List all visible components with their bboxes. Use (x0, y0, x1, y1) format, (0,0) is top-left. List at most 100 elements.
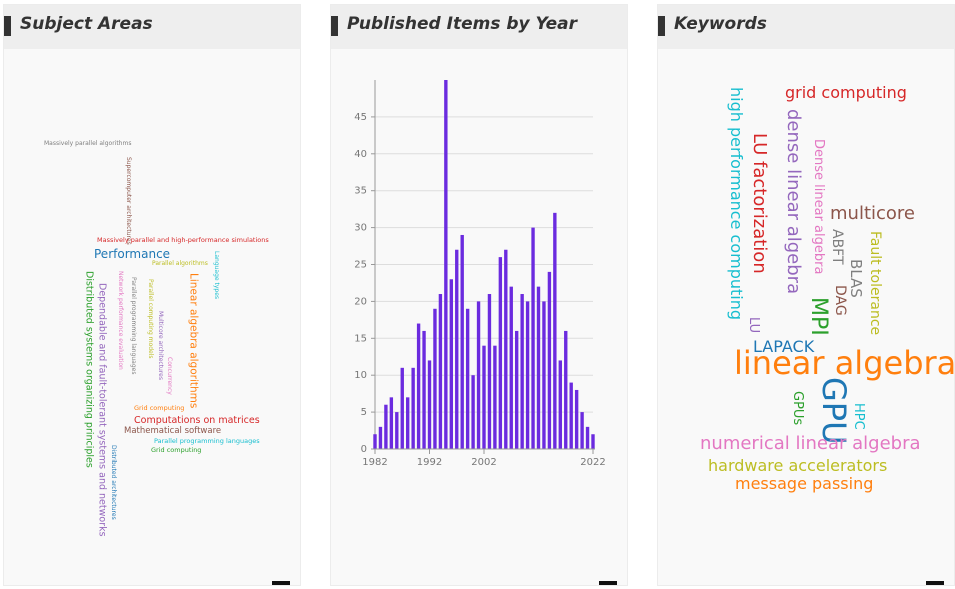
bar-1995[interactable] (444, 80, 448, 449)
cloud-word[interactable]: dense linear algebra (783, 109, 804, 295)
cloud-word[interactable]: Parallel algorithms (152, 260, 208, 267)
keywords-title: Keywords (674, 14, 767, 34)
cloud-word[interactable]: multicore (830, 203, 915, 224)
bar-2002[interactable] (482, 345, 486, 449)
bar-2009[interactable] (520, 294, 524, 449)
subject-areas-header: Subject Areas (4, 5, 300, 49)
cloud-word[interactable]: high performance computing (727, 87, 746, 321)
bar-2014[interactable] (547, 271, 552, 449)
cloud-word[interactable]: Language types (213, 251, 220, 300)
cloud-word[interactable]: Mathematical software (124, 426, 222, 436)
cloud-word[interactable]: numerical linear algebra (700, 433, 921, 454)
resize-handle[interactable] (926, 581, 944, 585)
bar-2021[interactable] (585, 426, 590, 449)
bar-2022[interactable] (591, 434, 595, 449)
cloud-word[interactable]: Linear algebra algorithms (187, 273, 200, 409)
y-tick-label: 25 (354, 260, 367, 271)
cloud-word[interactable]: Distributed systems organizing principle… (83, 271, 95, 468)
bar-1991[interactable] (422, 330, 426, 449)
cloud-word[interactable]: Grid computing (134, 404, 185, 412)
resize-handle[interactable] (599, 581, 617, 585)
bar-1988[interactable] (406, 397, 410, 449)
cloud-word[interactable]: Parallel programming languages (130, 277, 137, 375)
bar-1986[interactable] (395, 412, 399, 449)
cloud-word[interactable]: Concurrency (166, 357, 173, 395)
bar-1993[interactable] (433, 308, 437, 449)
cloud-word[interactable]: GPU (815, 377, 853, 445)
cloud-word[interactable]: linear algebra (734, 344, 955, 382)
cloud-word[interactable]: Dependable and fault-tolerant systems an… (96, 283, 108, 537)
bar-2004[interactable] (493, 345, 497, 449)
bar-2015[interactable] (553, 212, 557, 449)
bar-1999[interactable] (465, 308, 470, 449)
y-tick-label: 40 (354, 149, 367, 160)
cloud-word[interactable]: hardware accelerators (708, 456, 888, 475)
cloud-word[interactable]: Performance (94, 247, 171, 261)
cloud-word[interactable]: grid computing (785, 83, 907, 102)
bar-2020[interactable] (580, 412, 584, 449)
bar-1997[interactable] (455, 249, 459, 449)
cloud-word[interactable]: Dense linear algebra (811, 139, 826, 275)
cloud-word[interactable]: DAG (832, 285, 848, 316)
bar-1989[interactable] (411, 367, 415, 449)
bar-1983[interactable] (378, 426, 383, 449)
cloud-word[interactable]: Multicore architectures (157, 311, 164, 380)
bar-2000[interactable] (471, 375, 475, 449)
bar-1982[interactable] (373, 434, 377, 449)
bar-2016[interactable] (558, 360, 562, 449)
bar-2006[interactable] (504, 249, 508, 449)
keywords-header: Keywords (658, 5, 954, 49)
cloud-word[interactable]: Grid computing (151, 446, 202, 454)
resize-handle[interactable] (272, 581, 290, 585)
header-accent-bar (331, 16, 338, 36)
cloud-word[interactable]: MPI (806, 297, 831, 336)
bar-2012[interactable] (536, 286, 541, 449)
cloud-word[interactable]: BLAS (847, 259, 865, 298)
cloud-word[interactable]: ABFT (829, 229, 845, 265)
keywords-panel: Keywords grid computing high performance … (657, 4, 955, 586)
bar-1998[interactable] (460, 234, 464, 449)
cloud-word[interactable]: LU factorization (749, 133, 770, 274)
cloud-word[interactable]: GPUs (790, 391, 805, 426)
bar-1987[interactable] (400, 367, 404, 449)
y-tick-label: 0 (361, 444, 367, 455)
bar-2017[interactable] (564, 330, 568, 449)
cloud-word[interactable]: LU (746, 317, 761, 334)
cloud-word[interactable]: message passing (735, 474, 874, 493)
bar-1985[interactable] (389, 397, 394, 449)
x-tick-label: 1992 (417, 457, 442, 468)
cloud-word[interactable]: Fault tolerance (867, 231, 883, 336)
cloud-word[interactable]: LAPACK (753, 337, 815, 356)
bar-2007[interactable] (509, 286, 513, 449)
cloud-word[interactable]: Massively parallel algorithms (44, 140, 132, 147)
bar-2003[interactable] (487, 294, 492, 449)
cloud-word[interactable]: Distributed architectures (110, 445, 117, 520)
bar-2010[interactable] (525, 301, 530, 449)
bar-2008[interactable] (515, 330, 519, 449)
cloud-word[interactable]: Supercomputer architectures (125, 157, 132, 245)
y-tick-label: 45 (354, 112, 367, 123)
bar-2011[interactable] (531, 227, 535, 449)
bar-1992[interactable] (427, 360, 432, 449)
published-items-panel: Published Items by Year 0 5 10 15 20 25 30 35 40… (330, 4, 628, 586)
published-items-title: Published Items by Year (347, 14, 578, 34)
bar-2005[interactable] (498, 257, 503, 449)
bar-1984[interactable] (384, 404, 388, 449)
bar-2019[interactable] (574, 389, 579, 449)
cloud-word[interactable]: Parallel computing models (147, 279, 154, 359)
bar-2001[interactable] (476, 301, 481, 449)
cloud-word[interactable]: Computations on matrices (134, 415, 260, 426)
cloud-word[interactable]: Network performance evaluation (117, 271, 124, 370)
y-tick-label: 35 (354, 186, 367, 197)
bar-1990[interactable] (416, 323, 421, 449)
header-accent-bar (658, 16, 665, 36)
cloud-word[interactable]: Massively parallel and high-performance … (97, 236, 269, 244)
header-accent-bar (4, 16, 11, 36)
cloud-word[interactable]: HPC (851, 403, 866, 430)
bar-1994[interactable] (438, 294, 443, 449)
bar-2013[interactable] (542, 301, 546, 449)
cloud-word[interactable]: Parallel programming languages (154, 437, 260, 445)
x-tick-label: 1982 (362, 457, 387, 468)
bar-2018[interactable] (569, 382, 573, 449)
bar-1996[interactable] (449, 279, 453, 449)
